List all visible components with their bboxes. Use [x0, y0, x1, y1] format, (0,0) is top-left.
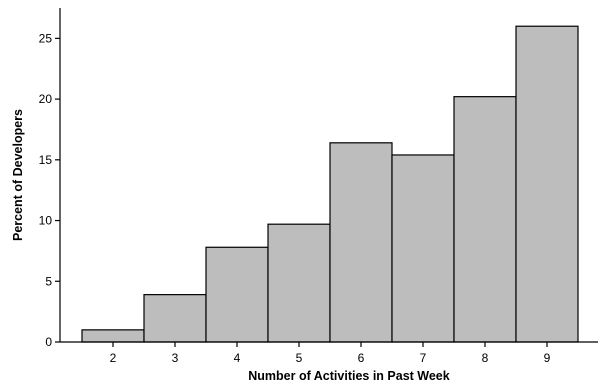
y-axis-title: Percent of Developers [11, 109, 25, 241]
y-tick-label-15: 15 [39, 153, 53, 167]
x-tick-label-3: 3 [172, 351, 179, 365]
x-axis-title: Number of Activities in Past Week [248, 369, 449, 383]
bar-4 [205, 246, 269, 343]
bar-2 [81, 329, 145, 343]
y-tick-label-25: 25 [39, 31, 53, 45]
bar-7 [391, 154, 455, 343]
y-tick-label-20: 20 [39, 92, 53, 106]
bar-5 [267, 223, 331, 343]
y-tick-label-0: 0 [45, 335, 52, 349]
x-tick-label-7: 7 [420, 351, 427, 365]
bar-3 [143, 294, 207, 343]
x-tick-label-4: 4 [234, 351, 241, 365]
y-tick-label-5: 5 [45, 274, 52, 288]
y-ticks-group: 0 5 10 15 20 25 [39, 31, 60, 349]
bars-group [81, 25, 579, 343]
bar-6 [329, 142, 393, 343]
x-tick-label-9: 9 [544, 351, 551, 365]
x-tick-label-8: 8 [482, 351, 489, 365]
x-ticks-group: 2 3 4 5 6 7 8 9 [110, 342, 551, 365]
bar-8 [453, 96, 517, 343]
bar-9 [515, 25, 579, 343]
x-tick-label-2: 2 [110, 351, 117, 365]
x-tick-label-5: 5 [296, 351, 303, 365]
y-tick-label-10: 10 [39, 214, 53, 228]
x-tick-label-6: 6 [358, 351, 365, 365]
